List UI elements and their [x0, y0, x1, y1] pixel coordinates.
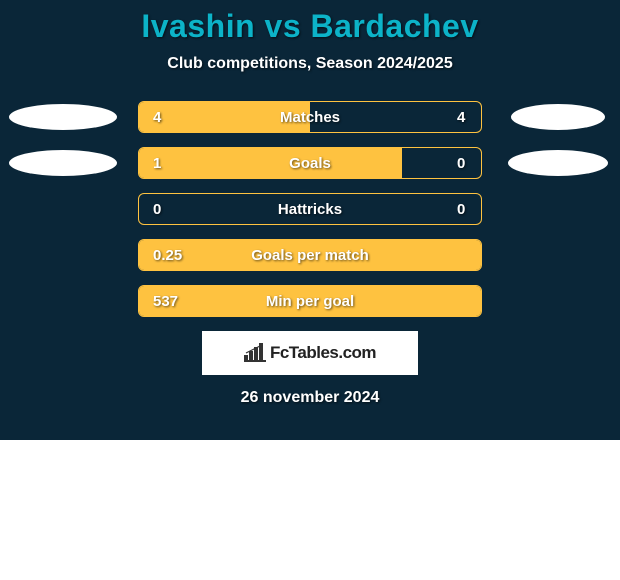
- right-oval: [511, 104, 605, 130]
- stat-bar: 0Hattricks0: [138, 193, 482, 225]
- stat-bar: 4Matches4: [138, 101, 482, 133]
- stat-bar-text: 1Goals0: [139, 148, 481, 178]
- left-oval: [9, 104, 117, 130]
- stat-bar-text: 4Matches4: [139, 102, 481, 132]
- stat-bar-text: 0Hattricks0: [139, 194, 481, 224]
- stat-bar: 537Min per goal: [138, 285, 482, 317]
- stat-label: Goals per match: [139, 247, 481, 264]
- stat-bar: 1Goals0: [138, 147, 482, 179]
- right-oval-wrap: [500, 104, 615, 130]
- left-oval-wrap: [5, 150, 120, 176]
- stat-label: Matches: [139, 109, 481, 126]
- stat-label: Goals: [139, 155, 481, 172]
- left-oval-wrap: [5, 104, 120, 130]
- right-oval: [508, 150, 608, 176]
- date-stamp: 26 november 2024: [0, 389, 620, 407]
- stat-label: Min per goal: [139, 293, 481, 310]
- stat-bar-text: 0.25Goals per match: [139, 240, 481, 270]
- left-oval: [9, 150, 117, 176]
- stat-rows: 4Matches4 1Goals0 0Hattricks0 0.25Goals per…: [0, 101, 620, 317]
- stat-row: 0Hattricks0: [0, 193, 620, 225]
- comparison-panel: Ivashin vs Bardachev Club competitions, …: [0, 0, 620, 440]
- subtitle: Club competitions, Season 2024/2025: [0, 55, 620, 73]
- stat-bar-text: 537Min per goal: [139, 286, 481, 316]
- bar-chart-icon: [244, 343, 266, 363]
- page-title: Ivashin vs Bardachev: [0, 8, 620, 45]
- right-oval-wrap: [500, 150, 615, 176]
- logo-box[interactable]: FcTables.com: [202, 331, 418, 375]
- logo-text: FcTables.com: [270, 343, 376, 363]
- stat-row: 4Matches4: [0, 101, 620, 133]
- stat-bar: 0.25Goals per match: [138, 239, 482, 271]
- stat-row: 1Goals0: [0, 147, 620, 179]
- stat-label: Hattricks: [139, 201, 481, 218]
- stat-row: 537Min per goal: [0, 285, 620, 317]
- stat-row: 0.25Goals per match: [0, 239, 620, 271]
